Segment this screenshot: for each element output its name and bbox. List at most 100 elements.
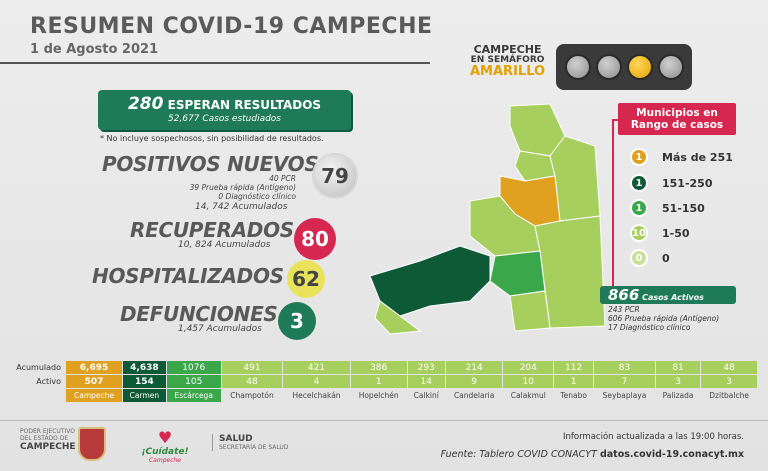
salud-logo: SALUD SECRETARÍA DE SALUD xyxy=(212,434,288,451)
row-header-empty xyxy=(11,389,65,402)
table-cell: 81 xyxy=(655,361,701,374)
gobierno-logo: PODER EJECUTIVO DEL ESTADO DE CAMPECHE xyxy=(20,428,120,464)
activos-count: 866 xyxy=(608,286,640,304)
semaforo-label: CAMPECHE EN SEMÁFORO AMARILLO xyxy=(470,43,546,79)
recuperados-label: RECUPERADOS xyxy=(130,218,294,242)
semaforo-line3: AMARILLO xyxy=(470,64,546,79)
municipio-name: Seybaplaya xyxy=(602,391,647,400)
footer-divider xyxy=(0,420,768,421)
defunciones-label: DEFUNCIONES xyxy=(120,302,278,326)
table-cell: 386 xyxy=(350,361,407,374)
traffic-light-gray-3 xyxy=(657,54,684,80)
defunciones-value: 3 xyxy=(290,309,304,333)
row-header: Activo xyxy=(36,377,61,386)
table-cell: 1 xyxy=(554,375,594,388)
municipio-name: Palizada xyxy=(662,391,694,400)
report-date: 1 de Agosto 2021 xyxy=(30,42,159,57)
esperan-resultados-box: 280 ESPERAN RESULTADOS 52,677 Casos estu… xyxy=(98,90,351,130)
map-region-escarcega xyxy=(489,250,546,297)
esperan-count: 280 xyxy=(127,94,164,114)
salud-line2: SECRETARÍA DE SALUD xyxy=(219,444,289,451)
municipio-name: Calkiní xyxy=(413,391,439,400)
municipio-name: Carmen xyxy=(123,389,166,402)
table-row-activo: Activo 507 154 105 48 4 1 14 9 10 1 7 3 … xyxy=(11,375,757,388)
municipios-title: Municipios en Rango de casos xyxy=(618,103,736,135)
table-cell: 48 xyxy=(701,361,757,374)
legend-label: 1-50 xyxy=(662,226,690,240)
table-cell: 293 xyxy=(407,361,445,374)
traffic-light-gray-1 xyxy=(564,54,591,80)
campeche-crest-icon xyxy=(78,427,106,461)
table-row-acumulado: Acumulado 6,695 4,638 1076 491 421 386 2… xyxy=(11,361,757,374)
municipio-name: Calakmul xyxy=(510,391,546,400)
legend-label: 151-250 xyxy=(662,176,713,190)
table-cell: 154 xyxy=(123,375,166,388)
table-cell: 9 xyxy=(445,375,503,388)
positivos-breakdown: 40 PCR 39 Prueba rápida (Antígeno) 0 Dia… xyxy=(170,174,296,201)
municipio-name: Campeche xyxy=(66,389,123,402)
table-cell: 507 xyxy=(66,375,123,388)
table-cell: 3 xyxy=(655,375,701,388)
table-cell: 7 xyxy=(594,375,655,388)
map-region-palizada xyxy=(374,300,422,335)
esperan-label: ESPERAN RESULTADOS xyxy=(167,98,322,112)
legend-item-51-150: 1 51-150 xyxy=(630,199,705,217)
table-row-names: Campeche Carmen Escárcega Champotón Hece… xyxy=(11,389,757,402)
campeche-map xyxy=(369,103,606,335)
footnote: * No incluye sospechosos, sin posibilida… xyxy=(100,134,324,143)
semaforo-line1: CAMPECHE xyxy=(473,43,542,56)
positivos-acumulados: 14, 742 Acumulados xyxy=(195,202,288,212)
legend-label: Más de 251 xyxy=(662,150,733,164)
source-url: datos.covid-19.conacyt.mx xyxy=(599,449,744,460)
activos-clinico: 17 Diagnóstico clínico xyxy=(608,323,691,332)
municipio-name: Hopelchén xyxy=(358,391,399,400)
gov-line3: CAMPECHE xyxy=(20,442,76,452)
municipio-name: Hecelchakán xyxy=(292,391,341,400)
gov-line2: DEL ESTADO DE xyxy=(20,435,69,442)
positivos-rapida: 39 Prueba rápida (Antígeno) xyxy=(189,183,296,192)
map-region-carmen xyxy=(369,245,491,317)
semaforo-line2: EN SEMÁFORO xyxy=(470,55,545,65)
legend-count: 1 xyxy=(630,199,648,217)
positivos-value: 79 xyxy=(321,164,349,188)
table-cell: 83 xyxy=(594,361,655,374)
table-cell: 4,638 xyxy=(123,361,166,374)
municipio-name: Dzitbalche xyxy=(709,391,749,400)
cuidate-logo: ♥ ¡Cuídate! Campeche xyxy=(140,428,190,464)
legend-item-1-50: 10 1-50 xyxy=(630,224,690,242)
municipios-table: Acumulado 6,695 4,638 1076 491 421 386 2… xyxy=(10,360,758,403)
table-cell: 4 xyxy=(283,375,350,388)
row-header: Acumulado xyxy=(16,363,61,372)
table-cell: 112 xyxy=(554,361,594,374)
cuidate-line2: Campeche xyxy=(148,457,181,464)
legend-count: 0 xyxy=(630,249,648,267)
legend-count: 1 xyxy=(630,174,648,192)
legend-item-mas-251: 1 Más de 251 xyxy=(630,148,733,166)
table-cell: 3 xyxy=(701,375,757,388)
update-info: Información actualizada a las 19:00 hora… xyxy=(563,432,744,442)
heart-icon: ♥ xyxy=(157,428,173,447)
activos-label: Casos Activos xyxy=(642,293,704,302)
table-cell: 214 xyxy=(445,361,503,374)
legend-label: 51-150 xyxy=(662,201,705,215)
activos-pcr: 243 PCR xyxy=(608,305,640,314)
table-cell: 421 xyxy=(283,361,350,374)
casos-estudiados: 52,677 Casos estudiados xyxy=(168,114,281,124)
table-cell: 10 xyxy=(503,375,554,388)
hospitalizados-label: HOSPITALIZADOS xyxy=(92,264,284,288)
activos-breakdown: 243 PCR 606 Prueba rápida (Antígeno) 17 … xyxy=(608,305,719,332)
municipio-name: Escárcega xyxy=(166,389,221,402)
municipio-name: Tenabo xyxy=(560,391,587,400)
recuperados-value-circle: 80 xyxy=(294,218,336,260)
defunciones-value-circle: 3 xyxy=(278,302,316,340)
page-title: RESUMEN COVID-19 CAMPECHE xyxy=(30,14,433,39)
hospitalizados-value: 62 xyxy=(292,267,320,291)
source-label: Fuente: Tablero COVID CONACYT xyxy=(440,449,597,460)
gov-line1: PODER EJECUTIVO xyxy=(20,428,75,435)
legend-count: 10 xyxy=(630,224,648,242)
activos-rapida: 606 Prueba rápida (Antígeno) xyxy=(608,314,720,323)
table-cell: 6,695 xyxy=(66,361,123,374)
salud-line1: SALUD xyxy=(219,434,253,444)
source: Fuente: Tablero COVID CONACYT datos.covi… xyxy=(441,449,744,460)
defunciones-acumulados: 1,457 Acumulados xyxy=(178,324,262,334)
